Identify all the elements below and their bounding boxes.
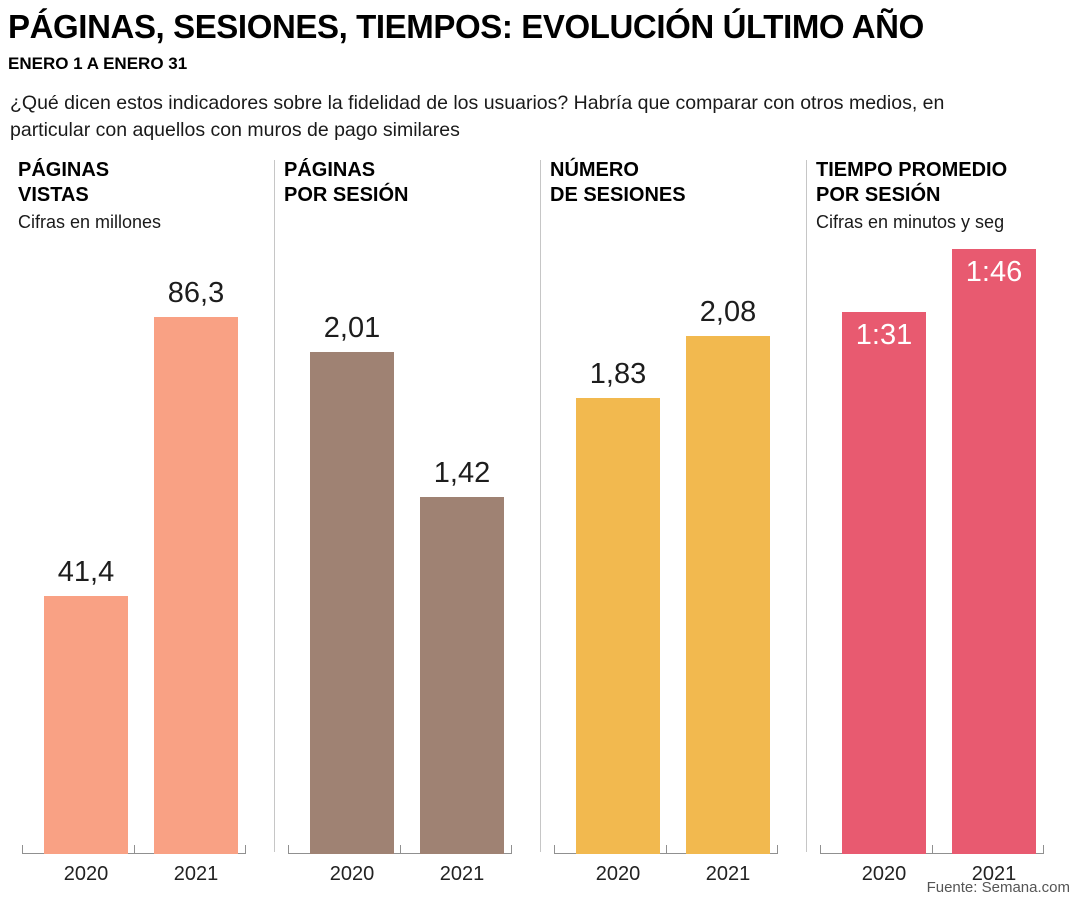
bar-value-label: 1,42 — [433, 456, 491, 489]
panel-title: PÁGINAS VISTAS — [18, 158, 110, 207]
axis-labels: 2020 2021 — [812, 863, 1066, 886]
axis-tick — [134, 844, 135, 853]
axis-labels: 2020 2021 — [14, 863, 268, 886]
source-credit: Fuente: Semana.com — [926, 879, 1070, 896]
bar-value-label: 1,83 — [589, 357, 647, 390]
chart-panel-paginas-por-sesion: PÁGINAS POR SESIÓN 2,01 1,42 — [274, 156, 540, 888]
bar-group-2021: 1,42 — [420, 457, 504, 854]
axis-tick — [932, 844, 933, 853]
bar-2020 — [310, 351, 394, 854]
axis-tick — [245, 844, 246, 853]
x-axis — [22, 844, 246, 854]
plot-area: 41,4 86,3 — [14, 242, 268, 854]
bar-value-label: 86,3 — [167, 276, 225, 309]
bar-group-2020: 1,83 — [576, 358, 660, 854]
axis-label-2020: 2020 — [63, 862, 109, 885]
chart-panel-numero-de-sesiones: NÚMERO DE SESIONES 1,83 2,08 — [540, 156, 806, 888]
panel-title: NÚMERO DE SESIONES — [550, 158, 686, 207]
bar-group-2020: 41,4 — [44, 556, 128, 854]
plot-area: 2,01 1,42 — [280, 242, 534, 854]
panel-header: TIEMPO PROMEDIO POR SESIÓN Cifras en min… — [816, 156, 1064, 233]
panel-title: PÁGINAS POR SESIÓN — [284, 158, 409, 207]
plot-area: 1:31 1:46 — [812, 242, 1066, 854]
axis-tick — [400, 844, 401, 853]
axis-tick — [777, 844, 778, 853]
x-axis — [554, 844, 778, 854]
bar-value-label: 2,01 — [323, 311, 381, 344]
bar-value-label: 2,08 — [699, 295, 757, 328]
axis-label-2020: 2020 — [329, 862, 375, 885]
bar-2020 — [44, 595, 128, 854]
bar-2021: 1:46 — [952, 248, 1036, 854]
axis-tick — [288, 844, 289, 853]
axis-tick — [22, 844, 23, 853]
axis-label-2021: 2021 — [705, 862, 751, 885]
chart-panels: PÁGINAS VISTAS Cifras en millones 41,4 8… — [8, 156, 1072, 888]
bar-group-2021: 86,3 — [154, 277, 238, 854]
axis-label-2021: 2021 — [439, 862, 485, 885]
axis-tick — [1043, 844, 1044, 853]
panel-subtitle: Cifras en millones — [18, 212, 162, 232]
axis-labels: 2020 2021 — [546, 863, 800, 886]
axis-label-2021: 2021 — [173, 862, 219, 885]
panel-title: TIEMPO PROMEDIO POR SESIÓN — [816, 158, 1008, 207]
bar-2021 — [420, 496, 504, 854]
axis-tick — [554, 844, 555, 853]
panel-header: PÁGINAS POR SESIÓN — [284, 156, 532, 222]
page-title: PÁGINAS, SESIONES, TIEMPOS: EVOLUCIÓN ÚL… — [8, 8, 924, 45]
bar-group-2021: 2,08 — [686, 296, 770, 854]
panel-subtitle — [550, 212, 798, 222]
bar-group-2020: 1:31 — [842, 311, 926, 854]
panel-subtitle — [284, 212, 532, 222]
axis-labels: 2020 2021 — [280, 863, 534, 886]
chart-panel-paginas-vistas: PÁGINAS VISTAS Cifras en millones 41,4 8… — [8, 156, 274, 888]
bar-value-label: 1:46 — [965, 255, 1023, 288]
axis-tick — [511, 844, 512, 853]
axis-tick — [666, 844, 667, 853]
axis-tick — [820, 844, 821, 853]
bar-2021 — [154, 316, 238, 854]
bar-value-label: 1:31 — [855, 318, 913, 351]
x-axis — [820, 844, 1044, 854]
date-range: ENERO 1 A ENERO 31 — [8, 54, 188, 73]
bar-group-2020: 2,01 — [310, 312, 394, 854]
x-axis — [288, 844, 512, 854]
bar-group-2021: 1:46 — [952, 248, 1036, 854]
panel-subtitle: Cifras en minutos y seg — [816, 212, 1005, 232]
chart-panel-tiempo-promedio: TIEMPO PROMEDIO POR SESIÓN Cifras en min… — [806, 156, 1072, 888]
axis-label-2021: 2021 — [971, 862, 1017, 885]
bar-2020 — [576, 397, 660, 854]
bar-2021 — [686, 335, 770, 854]
axis-label-2020: 2020 — [595, 862, 641, 885]
bar-value-label: 41,4 — [57, 555, 115, 588]
panel-header: NÚMERO DE SESIONES — [550, 156, 798, 222]
axis-label-2020: 2020 — [861, 862, 907, 885]
bar-2020: 1:31 — [842, 311, 926, 854]
panel-header: PÁGINAS VISTAS Cifras en millones — [18, 156, 266, 233]
plot-area: 1,83 2,08 — [546, 242, 800, 854]
description-text: ¿Qué dicen estos indicadores sobre la fi… — [10, 92, 945, 141]
